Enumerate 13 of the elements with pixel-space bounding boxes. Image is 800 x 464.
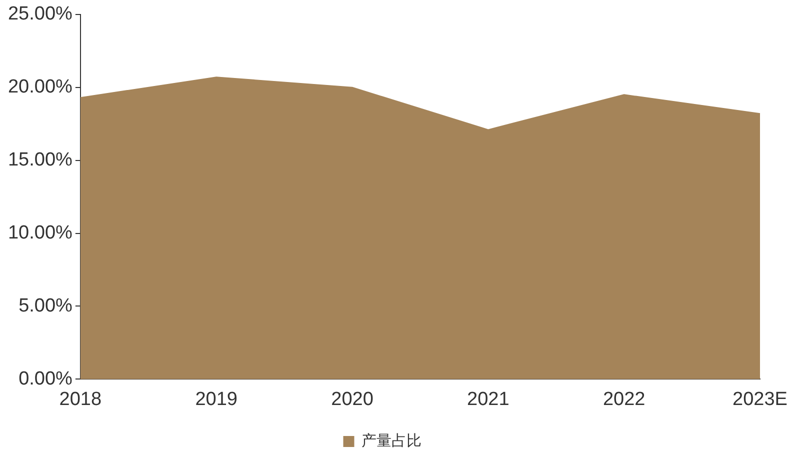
y-tick-label: 15.00% — [8, 150, 73, 171]
y-tick-label: 10.00% — [8, 222, 73, 244]
x-tick-label: 2023E — [732, 388, 788, 410]
legend-label: 产量占比 — [361, 431, 422, 450]
y-tick-label: 25.00% — [8, 4, 73, 25]
x-tick-label: 2019 — [195, 388, 238, 410]
y-tick-label: 5.00% — [18, 295, 73, 316]
x-tick-label: 2022 — [602, 388, 646, 410]
x-tick-label: 2021 — [467, 388, 510, 410]
y-tick-label: 0.00% — [18, 368, 73, 390]
x-tick-label: 2018 — [59, 388, 102, 410]
x-tick-label: 2020 — [331, 388, 374, 410]
y-tick-label: 20.00% — [8, 76, 73, 98]
